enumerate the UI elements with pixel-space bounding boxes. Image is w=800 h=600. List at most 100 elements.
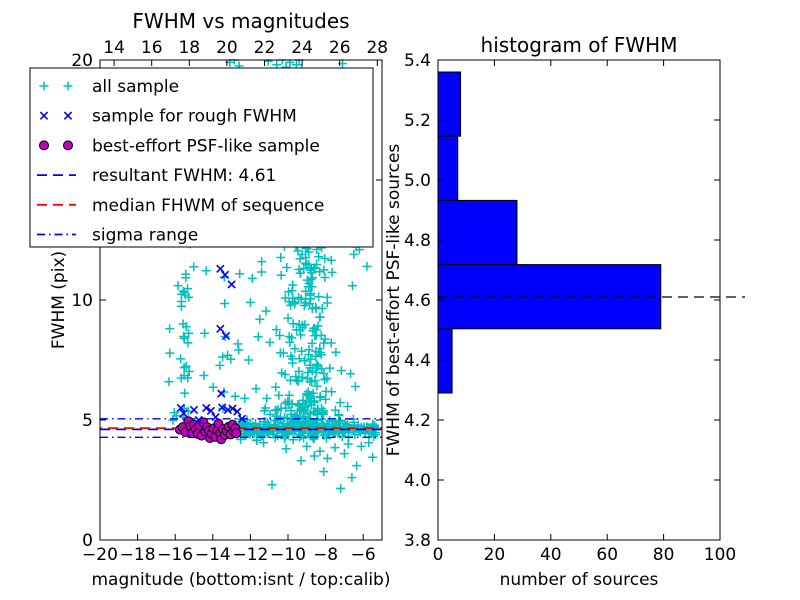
scatter-point-plus (265, 409, 275, 419)
scatter-point-x (217, 389, 226, 398)
scatter-point-plus (336, 483, 346, 493)
scatter-point-plus (307, 282, 317, 292)
scatter-point-plus (317, 303, 327, 313)
scatter-point-plus (347, 473, 357, 483)
legend-row: best-effort PSF-like sample (39, 136, 320, 156)
scatter-point-plus (306, 397, 316, 407)
scatter-point-plus (362, 261, 372, 271)
scatter-point-plus (297, 249, 307, 259)
scatter-point-plus (176, 296, 186, 306)
scatter-point-plus (181, 361, 191, 371)
scatter-point-plus (283, 313, 293, 323)
scatter-point-plus (312, 409, 322, 419)
scatter-point-plus (327, 387, 337, 397)
scatter-point-plus (315, 312, 325, 322)
scatter-point-x (220, 270, 230, 279)
legend-row: sample for rough FWHM (39, 107, 297, 127)
scatter-point-plus (282, 263, 292, 273)
scatter-point-plus (276, 252, 286, 262)
scatter-point-plus (270, 415, 280, 425)
scatter-point-plus (293, 400, 303, 410)
scatter-point-plus (280, 293, 290, 303)
scatter-point-circle (39, 140, 49, 151)
scatter-point-x (39, 111, 49, 120)
scatter-point-plus (319, 265, 329, 275)
scatter-point-plus (309, 434, 319, 444)
scatter-point-plus (293, 376, 303, 386)
left-plot-title: FWHM vs magnitudes (132, 9, 349, 33)
scatter-point-plus (312, 381, 322, 391)
scatter-point-plus (311, 325, 321, 335)
scatter-point-plus (307, 304, 317, 314)
legend-row: resultant FWHM: 4.61 (37, 166, 276, 186)
scatter-point-plus (309, 451, 319, 461)
scatter-point-plus (346, 369, 356, 379)
scatter-point-x (176, 403, 186, 413)
scatter-point-plus (63, 81, 73, 91)
scatter-point-plus (316, 414, 326, 424)
scatter-point-plus (325, 363, 335, 373)
x-tick-label: 80 (653, 545, 675, 565)
right-plot-axes: 0 20 40 60 80 100 3.8 4.0 4.2 4.4 4.6 4.8 5.0 5.2 5.4 (404, 51, 736, 565)
scatter-point-plus (326, 255, 336, 265)
scatter-point-plus (226, 354, 236, 364)
scatter-point-plus (296, 456, 306, 466)
scatter-point-x (63, 111, 73, 120)
scatter-point-plus (287, 333, 297, 343)
scatter-point-plus (271, 382, 281, 392)
scatter-point-plus (331, 347, 341, 357)
scatter-point-plus (297, 346, 307, 356)
scatter-point-plus (305, 290, 315, 300)
y-tick-label: 5.4 (404, 51, 431, 71)
legend-label: sigma range (92, 226, 198, 246)
scatter-point-plus (164, 377, 174, 387)
scatter-point-plus (299, 300, 309, 310)
scatter-point-plus (165, 324, 175, 334)
legend-row: all sample (39, 77, 179, 97)
scatter-point-plus (320, 254, 330, 264)
scatter-point-x (211, 412, 220, 422)
scatter-point-plus (320, 375, 330, 385)
legend-label: median FHWM of sequence (92, 196, 324, 216)
scatter-point-plus (245, 297, 255, 307)
x-top-tick-label: 14 (103, 38, 125, 58)
scatter-point-plus (286, 351, 296, 361)
scatter-point-plus (308, 388, 318, 398)
scatter-point-plus (349, 249, 359, 259)
scatter-point-plus (208, 382, 218, 392)
y-tick-label: 5.0 (404, 171, 431, 191)
scatter-point-plus (307, 366, 317, 376)
y-tick-label: 20 (71, 51, 93, 71)
scatter-point-x (216, 324, 225, 333)
histogram-bar (437, 71, 462, 137)
scatter-point-plus (247, 273, 257, 283)
right-plot-data-region (437, 71, 745, 394)
scatter-point-plus (316, 330, 326, 340)
scatter-point-plus (307, 273, 317, 283)
scatter-point-plus (310, 263, 320, 273)
y-tick-label: 5 (82, 411, 93, 431)
scatter-point-plus (295, 412, 305, 422)
scatter-point-circle (231, 428, 242, 439)
x-top-tick-label: 18 (178, 38, 200, 58)
scatter-point-plus (244, 355, 254, 365)
x-tick-label: 0 (433, 545, 444, 565)
right-plot-ylabel: FWHM of best-effort PSF-like sources (384, 144, 404, 457)
scatter-point-plus (356, 441, 366, 451)
scatter-point-plus (299, 433, 309, 443)
x-top-tick-label: 22 (254, 38, 276, 58)
x-tick-label: −20 (82, 545, 118, 565)
scatter-point-plus (179, 363, 189, 373)
scatter-point-plus (180, 388, 190, 398)
scatter-point-plus (299, 263, 309, 273)
scatter-point-plus (281, 444, 291, 454)
y-tick-label: 10 (71, 291, 93, 311)
scatter-point-plus (291, 372, 301, 382)
scatter-point-plus (305, 360, 315, 370)
x-tick-label: −10 (270, 545, 306, 565)
scatter-point-plus (262, 393, 272, 403)
y-tick-label: 4.4 (404, 351, 431, 371)
scatter-point-plus (176, 373, 186, 383)
scatter-point-x (223, 405, 233, 415)
